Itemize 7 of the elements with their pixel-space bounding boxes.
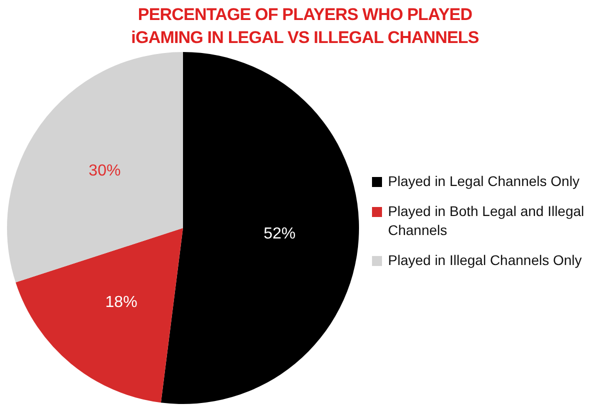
data-label: 18% <box>105 294 138 311</box>
legend-label: Played in Legal Channels Only <box>388 172 580 191</box>
chart-title: PERCENTAGE OF PLAYERS WHO PLAYED iGAMING IN LEGAL VS ILLEGAL CHANNELS <box>130 4 480 49</box>
data-label: 30% <box>88 162 121 180</box>
legend-label: Played in Both Legal and Illegal Channels <box>388 202 586 240</box>
legend-label: Played in Illegal Channels Only <box>388 251 582 270</box>
data-label: 52% <box>264 225 296 242</box>
